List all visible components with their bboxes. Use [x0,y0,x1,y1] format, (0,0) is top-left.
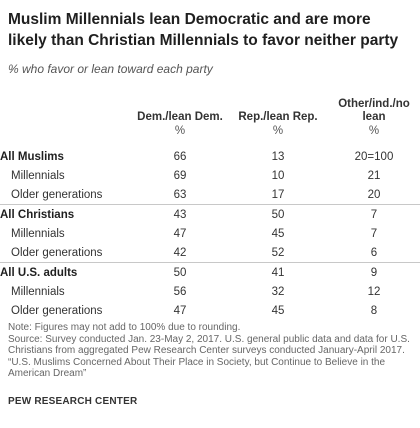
row-label: Older generations [11,188,103,201]
cell-value-other: 7 [328,204,420,224]
cell-value-rep: 41 [228,262,328,282]
cell-value-other: 8 [370,304,378,317]
cell-value-rep: 45 [271,304,285,317]
cell-value-dem: 50 [132,262,228,282]
cell-value-dem: 47 [173,227,187,240]
table-row: Millennials 47 45 7 [0,224,420,243]
row-label: Millennials [11,285,65,298]
unit-label: % [174,125,186,137]
cell-value-dem: 56 [173,285,187,298]
report-title-text: “U.S. Muslims Concerned About Their Plac… [8,356,386,380]
cell-value-other: 20 [367,188,381,201]
brand-logo-text: PEW RESEARCH CENTER [8,396,138,407]
cell-value-other: 6 [370,246,378,259]
cell-value-rep: 52 [271,246,285,259]
column-header-other: Other/ind./no lean [338,98,410,123]
table-group-row: All U.S. adults 50 41 9 [0,262,420,282]
cell-value-dem: 66 [173,150,187,163]
column-header-dem: Dem./lean Dem. [137,111,223,123]
group-label: All U.S. adults [0,262,132,282]
cell-value-dem: 43 [132,204,228,224]
cell-value-rep: 10 [271,169,285,182]
cell-value-rep: 45 [271,227,285,240]
table-group-row: All Christians 43 50 7 [0,204,420,224]
data-table: Dem./lean Dem. Rep./lean Rep. Other/ind.… [0,84,420,320]
cell-value-dem: 63 [173,188,187,201]
row-label-header [0,84,132,124]
cell-value-other: 21 [367,169,381,182]
table-row: Millennials 69 10 21 [0,166,420,185]
chart-title: Muslim Millennials lean Democratic and a… [8,11,399,49]
notes-block: Note: Figures may not add to 100% due to… [8,322,414,380]
chart-subtitle: % who favor or lean toward each party [8,62,213,76]
note-text: Note: Figures may not add to 100% due to… [8,322,241,333]
table-row: Older generations 63 17 20 [0,185,420,205]
table-row: Older generations 42 52 6 [0,243,420,263]
table-row: Millennials 56 32 12 [0,282,420,301]
cell-value-rep: 50 [228,204,328,224]
row-label: Older generations [11,304,103,317]
cell-value-other: 7 [370,227,378,240]
cell-value-dem: 42 [173,246,187,259]
row-label: Millennials [11,227,65,240]
unit-label: % [272,125,284,137]
cell-value-rep: 32 [271,285,285,298]
table-group-row: All Muslims 66 13 20=100 [0,147,420,166]
group-label: All Christians [0,204,132,224]
row-label: Older generations [11,246,103,259]
cell-value-other: 20=100 [354,150,394,163]
unit-label: % [368,125,380,137]
cell-value-dem: 69 [173,169,187,182]
cell-value-other: 9 [328,262,420,282]
table-body: All Muslims 66 13 20=100 Millennials 69 10 21 Ol… [0,147,420,320]
table-row: Older generations 47 45 8 [0,301,420,320]
cell-value-dem: 47 [173,304,187,317]
group-label: All Muslims [0,150,64,163]
cell-value-rep: 17 [271,188,285,201]
source-text: Source: Survey conducted Jan. 23-May 2, … [8,333,410,357]
cell-value-other: 12 [367,285,381,298]
column-header-rep: Rep./lean Rep. [238,111,318,123]
row-label: Millennials [11,169,65,182]
cell-value-rep: 13 [271,150,285,163]
